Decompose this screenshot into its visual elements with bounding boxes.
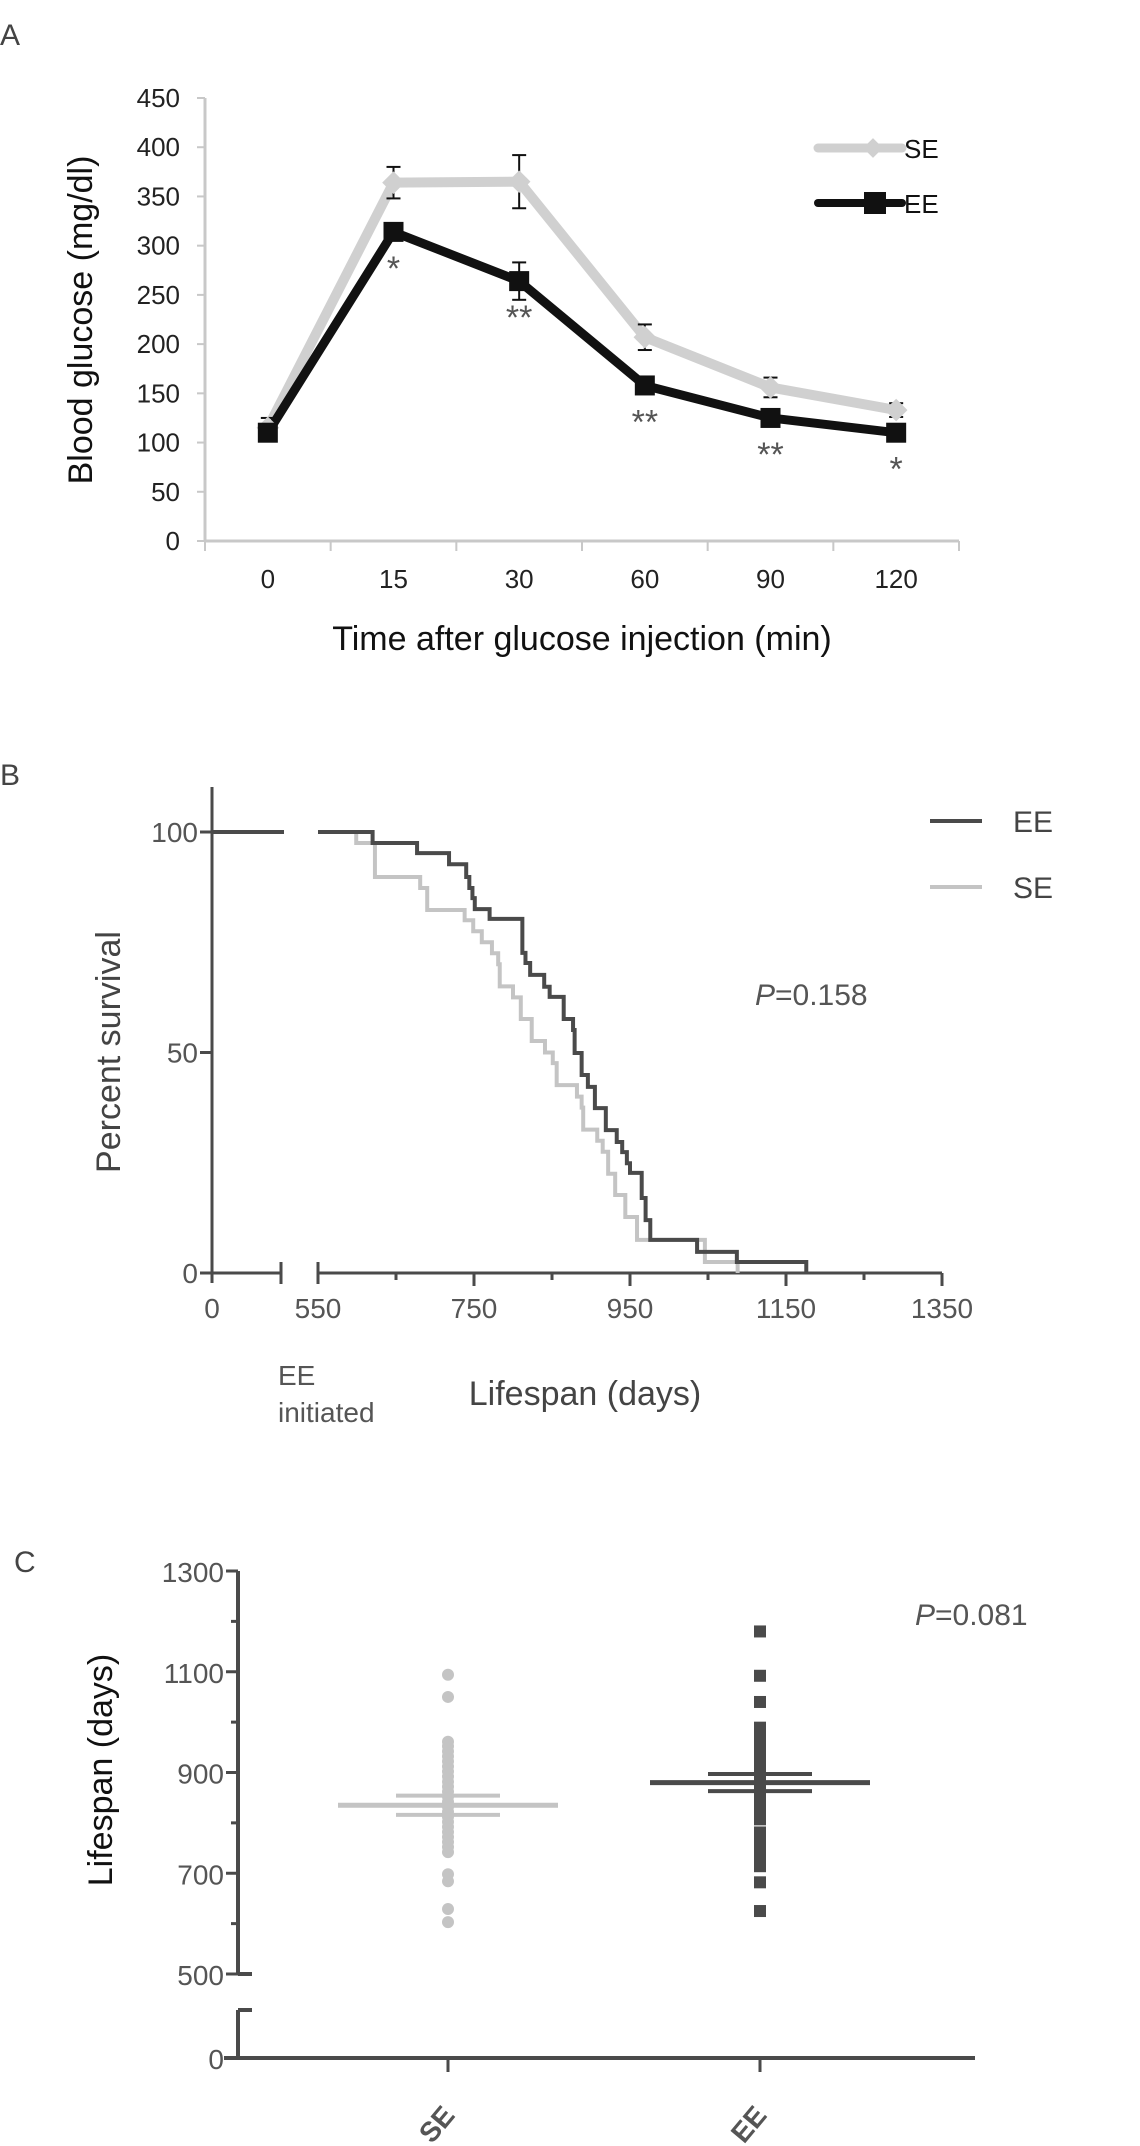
data-point-ee [257, 422, 278, 443]
panel-a-series: ******* * [256, 154, 908, 489]
x-tick-label: 90 [756, 564, 785, 594]
y-tick-label: 0 [182, 1258, 198, 1289]
panel-c-y-axis-label: Lifespan (days) [82, 1654, 120, 1886]
data-point-se [759, 376, 782, 399]
y-tick-label: 50 [151, 477, 180, 507]
x-tick-label: 120 [874, 564, 917, 594]
legend-ee-label: EE [904, 189, 939, 219]
panel-a-legend: SE EE [813, 134, 939, 219]
data-point-se [442, 1735, 454, 1748]
panel-a-y-axis-label: Blood glucose (mg/dl) [62, 156, 100, 485]
panel-b-series [212, 830, 809, 1273]
data-point-ee [754, 1669, 766, 1682]
data-point-se [442, 1903, 454, 1916]
legend-se-diamond-marker [863, 138, 883, 158]
panel-c-series [338, 1625, 870, 1929]
y-tick-label: 400 [137, 132, 180, 162]
ee-initiated-annotation-line1: EE [278, 1360, 315, 1391]
data-point-ee [754, 1625, 766, 1638]
y-tick-label: 1300 [162, 1557, 224, 1588]
significance-marker: ** [632, 403, 658, 441]
y-tick-label: 0 [208, 2044, 224, 2075]
significance-marker: ** [757, 436, 783, 474]
x-tick-label: 1350 [911, 1293, 973, 1324]
p-symbol: P [755, 979, 775, 1012]
y-tick-label: 700 [177, 1859, 224, 1890]
legend-se-label: SE [904, 134, 939, 164]
x-tick-label: 1150 [756, 1293, 816, 1324]
p-value: =0.158 [775, 979, 868, 1012]
data-point-ee [886, 422, 907, 443]
y-tick-label: 300 [137, 231, 180, 261]
y-tick-label: 350 [137, 181, 180, 211]
x-tick-label: 550 [295, 1293, 342, 1324]
data-point-ee [760, 407, 781, 428]
data-point-ee [754, 1826, 766, 1839]
p-value: =0.081 [935, 1599, 1028, 1632]
legend-ee-label: EE [1013, 806, 1053, 839]
data-point-se [884, 398, 908, 422]
x-tick-label: 0 [204, 1293, 220, 1324]
panel-label-a: A [0, 19, 20, 52]
x-tick-label: 950 [607, 1293, 654, 1324]
panel-c-chart: 0 500 700 900 1100 1300 SE EE Lifespan (days) P… [82, 1557, 1028, 2146]
y-tick-label: 900 [177, 1759, 224, 1790]
data-point-se [633, 325, 657, 349]
panel-b-axes: 0 50 100 0 550 750 950 1150 1350 [151, 787, 973, 1324]
data-point-se [442, 1916, 454, 1929]
series-line-se [263, 176, 898, 431]
data-point-ee [754, 1905, 766, 1918]
x-tick-label: 15 [379, 564, 408, 594]
panel-c-axes: 0 500 700 900 1100 1300 SE EE [162, 1557, 975, 2146]
x-tick-label: 0 [261, 564, 275, 594]
survival-curve-ee [318, 830, 809, 1273]
y-tick-label: 450 [137, 83, 180, 113]
y-tick-label: 150 [137, 378, 180, 408]
y-tick-label: 0 [166, 526, 180, 556]
panel-label-b: B [0, 759, 20, 792]
legend-se-label: SE [1013, 872, 1053, 905]
survival-curve-se [318, 830, 740, 1273]
y-tick-label: 250 [137, 280, 180, 310]
y-tick-label: 200 [137, 329, 180, 359]
legend-ee-square-marker [864, 192, 886, 214]
data-point-ee [509, 271, 530, 292]
series-line-ee [264, 227, 897, 438]
x-tick-label: EE [725, 2100, 773, 2146]
data-point-se [442, 1668, 454, 1681]
x-tick-label: 60 [630, 564, 659, 594]
data-point-ee [754, 1876, 766, 1889]
y-tick-label: 50 [167, 1038, 198, 1069]
y-tick-label: 1100 [164, 1658, 224, 1689]
x-tick-label: SE [413, 2100, 461, 2146]
panel-a-axes: 0 50 100 150 200 250 300 350 400 450 0 15 30 60 90 120 [137, 83, 960, 594]
data-point-ee [754, 1721, 766, 1734]
x-tick-label: 750 [451, 1293, 498, 1324]
x-tick-label: 30 [505, 564, 534, 594]
data-point-ee [754, 1695, 766, 1708]
panel-b-y-axis-label: Percent survival [90, 931, 128, 1173]
p-symbol: P [915, 1599, 935, 1632]
data-point-ee [634, 375, 655, 396]
y-tick-label: 500 [177, 1960, 224, 1991]
significance-marker: * [387, 250, 400, 288]
panel-b-chart: 0 50 100 0 550 750 950 1150 1350 Percent surviva… [90, 787, 1053, 1428]
panel-b-p-value: P=0.158 [755, 979, 868, 1012]
panel-b-x-axis-label: Lifespan (days) [469, 1375, 701, 1413]
data-point-se [442, 1690, 454, 1703]
ee-initiated-annotation-line2: initiated [278, 1397, 375, 1428]
data-point-ee [383, 221, 404, 242]
panel-label-c: C [14, 1546, 36, 1579]
y-tick-label: 100 [151, 817, 198, 848]
panel-c-p-value: P=0.081 [915, 1599, 1028, 1632]
data-point-se [442, 1868, 454, 1881]
significance-marker: ** [506, 299, 532, 337]
significance-marker: * [890, 451, 903, 489]
y-tick-label: 100 [137, 428, 180, 458]
panel-b-legend: EE SE [930, 806, 1053, 905]
panel-a-x-axis-label: Time after glucose injection (min) [332, 620, 831, 658]
